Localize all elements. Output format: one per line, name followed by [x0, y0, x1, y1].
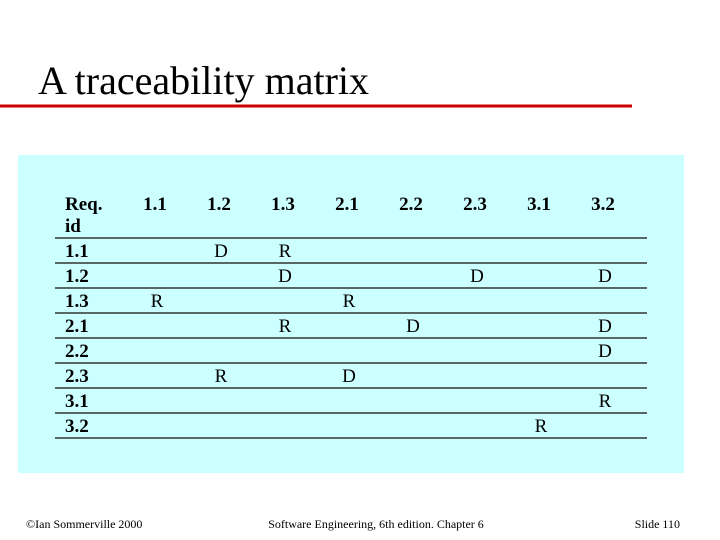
row-header: 3.1 [65, 391, 89, 412]
matrix-cell: D [598, 266, 612, 287]
matrix-cell: D [214, 241, 228, 262]
column-header: 3.1 [527, 194, 551, 215]
column-header: 1.3 [271, 194, 295, 215]
footer-left: ©Ian Sommerville 2000 [26, 517, 142, 531]
column-header: 2.3 [463, 194, 487, 215]
column-header: 1.1 [143, 194, 167, 215]
matrix-cell: R [599, 391, 612, 412]
row-header: 2.1 [65, 316, 89, 337]
table-background [18, 155, 684, 473]
row-header: 1.1 [65, 241, 89, 262]
row-header: 3.2 [65, 416, 89, 437]
matrix-cell: R [151, 291, 164, 312]
matrix-cell: D [278, 266, 292, 287]
matrix-cell: D [406, 316, 420, 337]
column-header: 3.2 [591, 194, 615, 215]
row-header: 1.3 [65, 291, 89, 312]
column-header: 2.1 [335, 194, 359, 215]
corner-label: Req. [65, 194, 102, 215]
matrix-cell: D [470, 266, 484, 287]
matrix-cell: R [279, 316, 292, 337]
row-header: 2.2 [65, 341, 89, 362]
row-header: 1.2 [65, 266, 89, 287]
matrix-cell: D [342, 366, 356, 387]
corner-label: id [65, 216, 81, 237]
footer-center: Software Engineering, 6th edition. Chapt… [268, 517, 484, 531]
matrix-cell: R [343, 291, 356, 312]
matrix-table: Req.id1.1 1.2 1.3 2.1 2.2 2.3 3.1 3.21.1 D R1.2 D D… [55, 194, 647, 439]
matrix-cell: R [279, 241, 292, 262]
column-header: 1.2 [207, 194, 231, 215]
row-header: 2.3 [65, 366, 89, 387]
matrix-cell: R [215, 366, 228, 387]
footer-right: Slide 110 [635, 517, 680, 531]
matrix-cell: D [598, 341, 612, 362]
column-header: 2.2 [399, 194, 423, 215]
matrix-cell: R [535, 416, 548, 437]
slide-title: A traceability matrix [38, 58, 369, 103]
matrix-cell: D [598, 316, 612, 337]
